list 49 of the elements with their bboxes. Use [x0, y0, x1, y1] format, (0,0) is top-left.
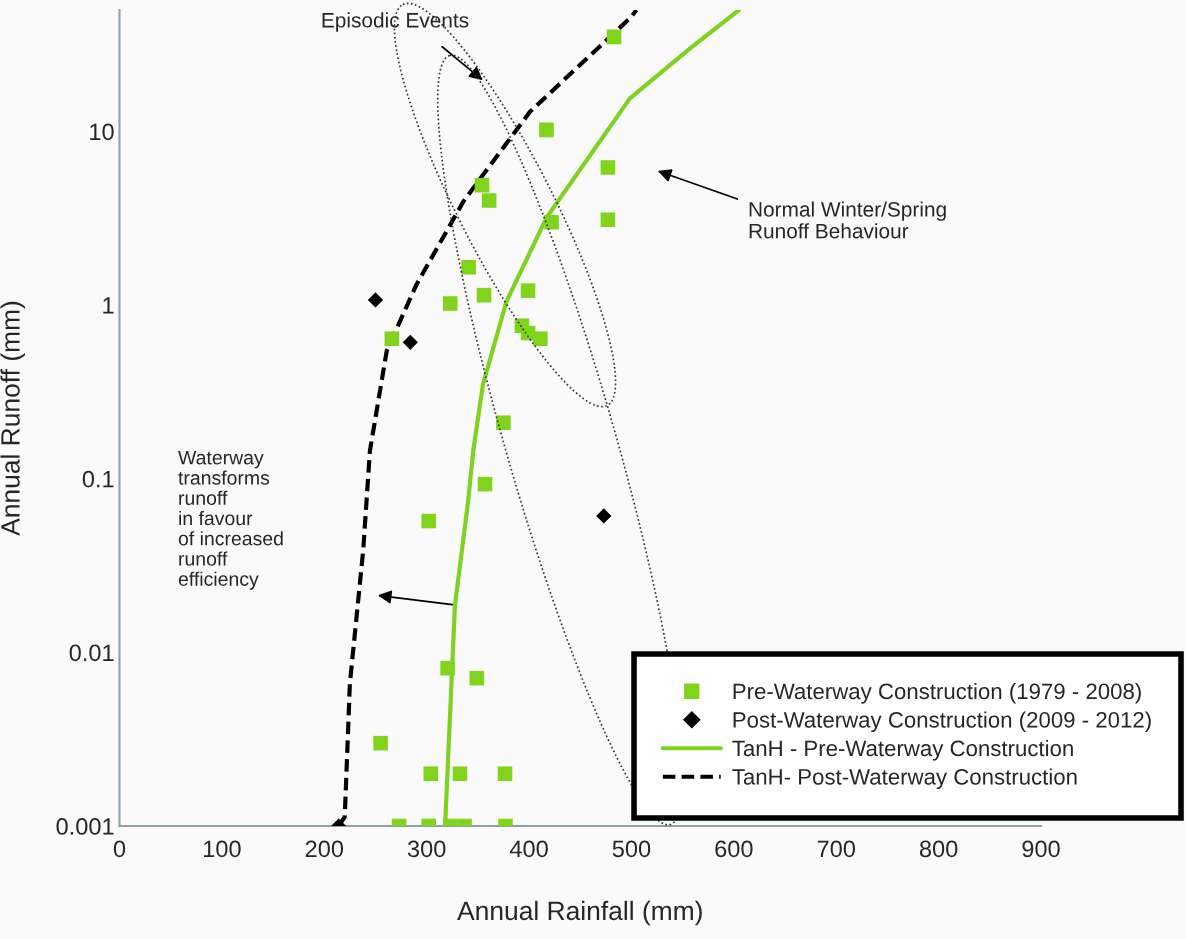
point — [600, 212, 616, 227]
point — [481, 193, 497, 208]
y-tick-label: 10 — [90, 123, 114, 141]
point — [544, 214, 559, 230]
y-axis-title: Annual Runoff (mm) — [0, 301, 25, 536]
annotation: Episodic Events — [322, 12, 469, 32]
legend-label: TanH- Post-Waterway Construction — [732, 768, 1077, 790]
point — [606, 29, 622, 45]
point — [596, 508, 612, 524]
point — [600, 160, 616, 175]
point — [520, 283, 536, 298]
point — [496, 415, 511, 431]
point — [477, 476, 493, 492]
point — [440, 660, 455, 676]
x-tick-label: 900 — [1022, 840, 1060, 858]
legend-label: TanH - Pre-Waterway Construction — [732, 739, 1073, 761]
point — [497, 766, 513, 782]
point — [384, 331, 400, 346]
x-tick-label: 200 — [305, 840, 344, 858]
point — [476, 287, 492, 303]
point — [421, 513, 436, 529]
legend-label: Post-Waterway Construction (2009 - 2012) — [733, 711, 1151, 733]
legend-label: Pre-Waterway Construction (1979 - 2008) — [733, 682, 1141, 704]
point — [402, 334, 418, 350]
x-tick-label: 400 — [509, 840, 548, 858]
point — [373, 735, 388, 751]
y-tick-label: 0.01 — [69, 644, 114, 662]
y-tick-label: 1 — [103, 297, 114, 314]
x-axis-title: Annual Rainfall (mm) — [457, 900, 702, 926]
point — [442, 296, 458, 311]
point — [367, 292, 384, 308]
x-tick-label: 500 — [612, 840, 651, 858]
point — [474, 177, 490, 193]
x-tick-label: 0 — [113, 840, 126, 858]
point — [539, 122, 554, 138]
x-tick-label: 800 — [919, 840, 958, 858]
x-tick-label: 100 — [203, 840, 241, 858]
point — [423, 766, 439, 782]
x-tick-label: 600 — [715, 840, 753, 858]
point — [452, 766, 468, 782]
annotation: Waterway transforms runoff in favour of increased runoff efficiency — [178, 450, 283, 590]
point — [469, 670, 485, 686]
x-tick-label: 300 — [407, 840, 446, 858]
x-tick-label: 700 — [817, 840, 855, 858]
y-tick-label: 0.1 — [82, 470, 114, 488]
y-tick-label: 0.001 — [56, 818, 114, 835]
point — [533, 331, 548, 346]
annotation: Normal Winter/Spring Runoff Behaviour — [749, 201, 946, 239]
point — [461, 259, 476, 275]
